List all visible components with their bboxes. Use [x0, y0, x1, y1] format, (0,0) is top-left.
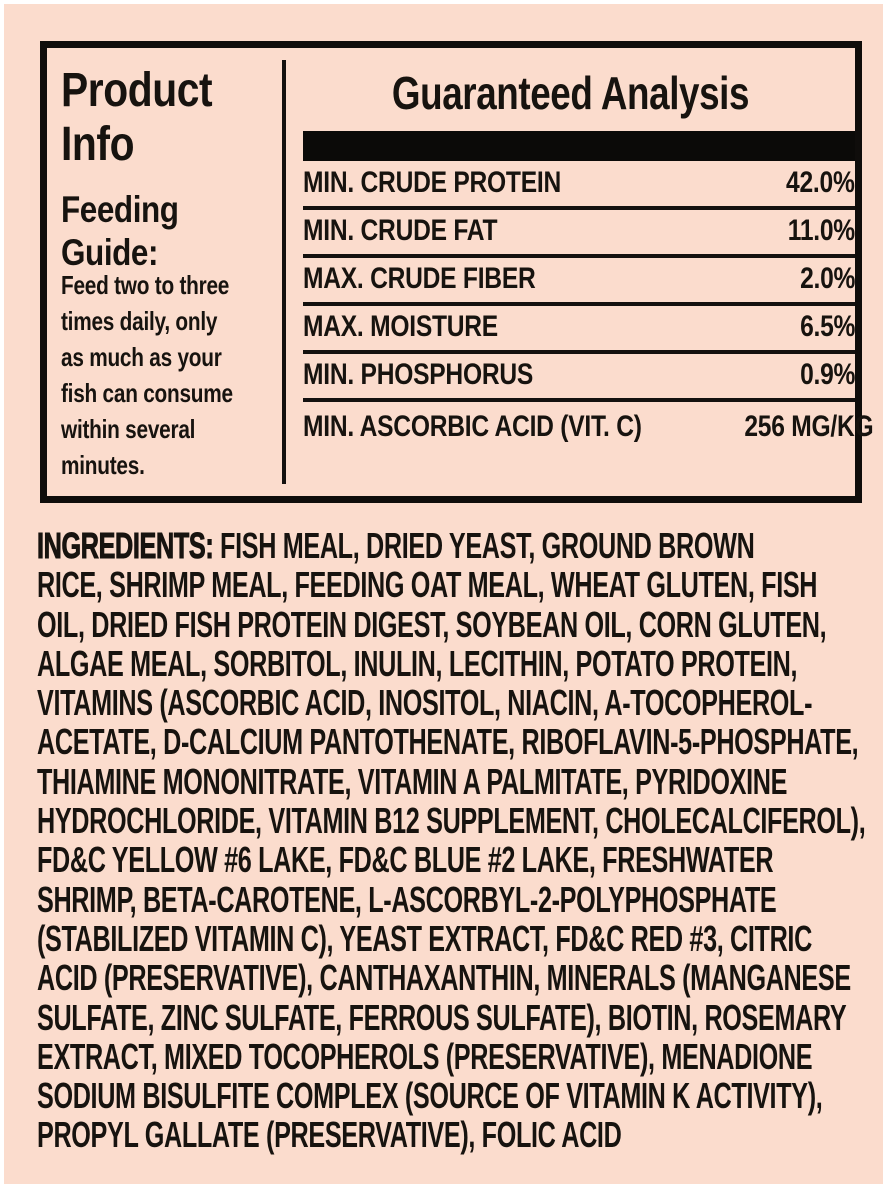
- analysis-row-value: 6.5%: [799, 310, 855, 343]
- ingredients-section: INGREDIENTS: FISH MEAL, DRIED YEAST, GRO…: [37, 525, 888, 1156]
- analysis-row-label: MIN. ASCORBIC ACID (VIT. C): [303, 410, 642, 443]
- analysis-row-label: MAX. MOISTURE: [303, 310, 498, 343]
- analysis-row-value: 256 MG/KG: [744, 410, 874, 443]
- product-info-title: Product Info: [61, 64, 213, 171]
- analysis-row-value: 11.0%: [787, 214, 855, 247]
- product-info-panel: Product Info Feeding Guide: Feed two to …: [40, 41, 874, 503]
- analysis-row: MIN. ASCORBIC ACID (VIT. C) 256 MG/KG: [303, 402, 874, 450]
- analysis-row-label: MIN. CRUDE FAT: [303, 214, 498, 247]
- analysis-row-label: MAX. CRUDE FIBER: [303, 262, 536, 295]
- guaranteed-analysis-table: MIN. CRUDE PROTEIN 42.0% MIN. CRUDE FAT …: [303, 162, 874, 450]
- analysis-row: MIN. CRUDE FAT 11.0%: [303, 210, 855, 258]
- ingredients-heading: INGREDIENTS:: [37, 525, 214, 566]
- guaranteed-analysis-title: Guaranteed Analysis: [391, 67, 750, 119]
- analysis-row-label: MIN. CRUDE PROTEIN: [303, 166, 561, 199]
- guaranteed-analysis-header-bar: [303, 131, 855, 161]
- guaranteed-analysis-column: Guaranteed Analysis MIN. CRUDE PROTEIN 4…: [286, 48, 874, 496]
- feeding-guide-heading: Feeding Guide:: [61, 189, 179, 273]
- ingredients-text: FISH MEAL, DRIED YEAST, GROUND BROWN RIC…: [37, 525, 866, 1156]
- analysis-row: MIN. PHOSPHORUS 0.9%: [303, 354, 855, 402]
- column-divider: [282, 60, 286, 484]
- analysis-row-label: MIN. PHOSPHORUS: [303, 358, 534, 391]
- analysis-row: MIN. CRUDE PROTEIN 42.0%: [303, 162, 855, 210]
- product-info-column: Product Info Feeding Guide: Feed two to …: [47, 48, 282, 496]
- analysis-row-value: 42.0%: [786, 166, 855, 199]
- product-label-background: Product Info Feeding Guide: Feed two to …: [4, 4, 883, 1184]
- feeding-guide-text: Feed two to three times daily, only as m…: [61, 270, 233, 480]
- analysis-row-value: 2.0%: [799, 262, 855, 295]
- analysis-row: MAX. MOISTURE 6.5%: [303, 306, 855, 354]
- analysis-row: MAX. CRUDE FIBER 2.0%: [303, 258, 855, 306]
- analysis-row-value: 0.9%: [799, 358, 855, 391]
